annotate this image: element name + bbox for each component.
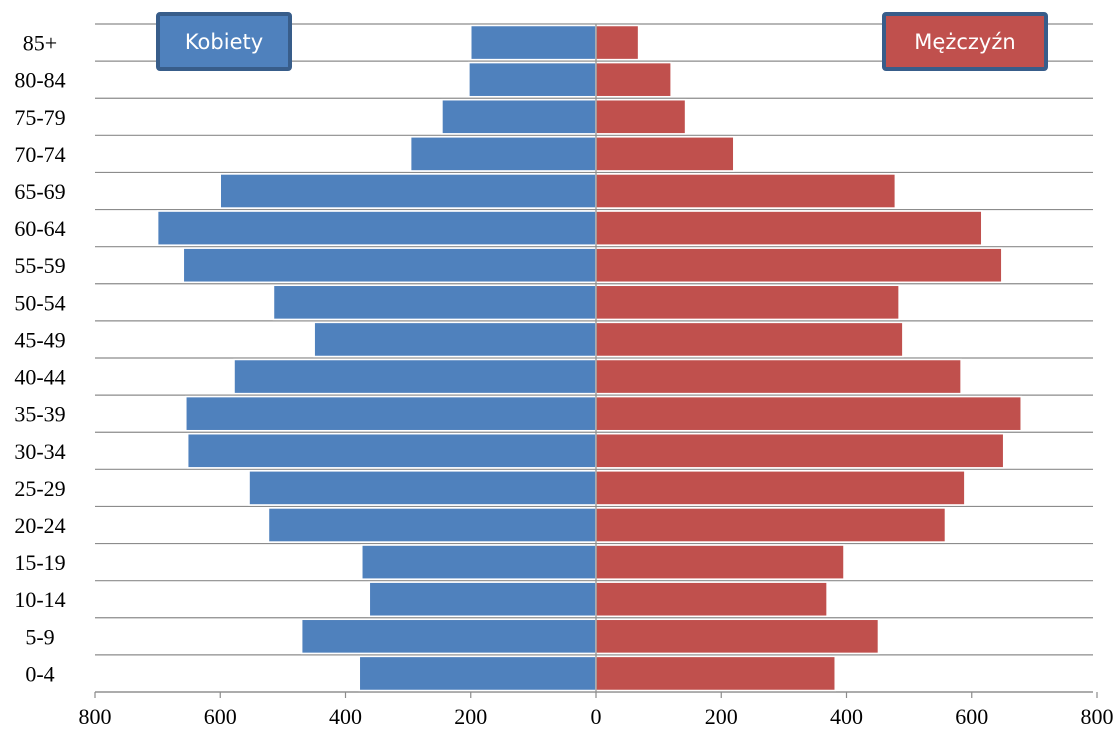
bars — [156, 24, 1022, 692]
bar-kobiety-0-4[interactable] — [358, 655, 597, 692]
bar-mezczyzn-50-54[interactable] — [595, 284, 900, 321]
bar-mezczyzn-15-19[interactable] — [595, 544, 845, 580]
x-tick-label: 0 — [591, 704, 602, 729]
bar-kobiety-30-34[interactable] — [186, 432, 597, 469]
bar-mezczyzn-35-39[interactable] — [595, 395, 1022, 432]
x-tick-label: 200 — [705, 704, 738, 729]
legend-mezczyzn-box — [882, 12, 1048, 71]
category-label: 10-14 — [14, 587, 65, 612]
bar-mezczyzn-75-79[interactable] — [595, 98, 687, 135]
category-label: 30-34 — [14, 439, 65, 464]
x-tick-label: 400 — [830, 704, 863, 729]
bar-mezczyzn-70-74[interactable] — [595, 136, 735, 172]
bar-kobiety-55-59[interactable] — [182, 247, 597, 284]
bar-mezczyzn-65-69[interactable] — [595, 173, 897, 209]
x-tick-label: 600 — [204, 704, 237, 729]
category-label: 85+ — [23, 31, 57, 56]
bar-kobiety-25-29[interactable] — [248, 470, 597, 506]
bar-mezczyzn-40-44[interactable] — [595, 358, 962, 395]
bar-mezczyzn-85+[interactable] — [595, 24, 640, 61]
category-label: 5-9 — [25, 624, 54, 649]
category-label: 20-24 — [14, 513, 65, 538]
category-label: 60-64 — [14, 216, 65, 241]
bar-kobiety-50-54[interactable] — [272, 284, 597, 321]
bar-mezczyzn-55-59[interactable] — [595, 247, 1003, 284]
x-tick-labels: 800 600 400 200 0 200 400 600 800 — [79, 704, 1114, 729]
category-label: 55-59 — [14, 253, 65, 278]
legend: Kobiety Mężczyźn — [156, 12, 1048, 71]
x-tick-label: 600 — [955, 704, 988, 729]
bar-kobiety-75-79[interactable] — [441, 98, 597, 135]
category-label: 25-29 — [14, 476, 65, 501]
category-label: 0-4 — [25, 661, 54, 686]
legend-mezczyzn[interactable]: Mężczyźn — [882, 12, 1048, 71]
category-label: 70-74 — [14, 142, 65, 167]
category-label: 40-44 — [14, 365, 65, 390]
axes — [94, 24, 1098, 698]
x-tick-label: 400 — [329, 704, 362, 729]
legend-kobiety-label: Kobiety — [185, 30, 263, 54]
bar-kobiety-20-24[interactable] — [267, 507, 597, 543]
category-label: 15-19 — [14, 550, 65, 575]
bar-kobiety-15-19[interactable] — [361, 544, 597, 580]
bar-mezczyzn-0-4[interactable] — [595, 655, 836, 692]
legend-mezczyzn-label: Mężczyźn — [914, 30, 1015, 54]
bar-kobiety-60-64[interactable] — [156, 210, 597, 246]
bar-kobiety-10-14[interactable] — [368, 581, 597, 618]
bar-kobiety-70-74[interactable] — [409, 136, 597, 172]
category-label: 65-69 — [14, 179, 65, 204]
bar-mezczyzn-10-14[interactable] — [595, 581, 828, 618]
x-tick-label: 800 — [79, 704, 112, 729]
bar-mezczyzn-5-9[interactable] — [595, 618, 880, 655]
bar-kobiety-5-9[interactable] — [300, 618, 597, 655]
category-labels: 0-4 5-9 10-14 15-19 20-24 25-29 30-34 35-39 40-4… — [14, 31, 65, 687]
category-label: 50-54 — [14, 290, 65, 315]
bar-kobiety-80-84[interactable] — [468, 61, 597, 98]
bar-mezczyzn-60-64[interactable] — [595, 210, 983, 246]
category-label: 75-79 — [14, 105, 65, 130]
bar-kobiety-85+[interactable] — [470, 24, 597, 61]
x-tick-label: 200 — [454, 704, 487, 729]
category-label: 45-49 — [14, 327, 65, 352]
bar-kobiety-40-44[interactable] — [233, 358, 597, 395]
legend-kobiety-box — [156, 12, 292, 71]
bar-mezczyzn-20-24[interactable] — [595, 507, 947, 543]
category-label: 35-39 — [14, 402, 65, 427]
bar-mezczyzn-80-84[interactable] — [595, 61, 672, 98]
category-label: 80-84 — [14, 68, 65, 93]
bar-mezczyzn-25-29[interactable] — [595, 470, 966, 506]
bar-mezczyzn-30-34[interactable] — [595, 432, 1005, 469]
bar-kobiety-35-39[interactable] — [185, 395, 597, 432]
bar-kobiety-65-69[interactable] — [219, 173, 597, 209]
legend-kobiety[interactable]: Kobiety — [156, 12, 292, 71]
bar-kobiety-45-49[interactable] — [313, 321, 597, 358]
bar-mezczyzn-45-49[interactable] — [595, 321, 904, 358]
x-tick-label: 800 — [1081, 704, 1114, 729]
gridlines — [95, 23, 1093, 693]
